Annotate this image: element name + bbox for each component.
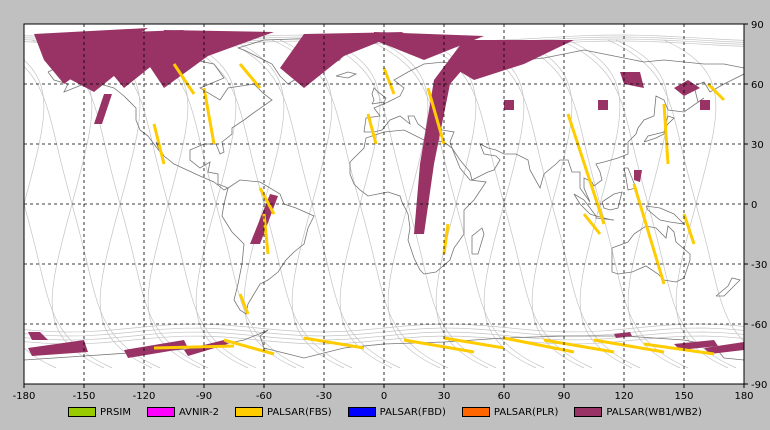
legend-label: AVNIR-2 (178, 406, 219, 418)
swath-fbs (706, 82, 726, 102)
coastline (47, 57, 273, 191)
swath-fbs (582, 213, 602, 235)
x-tick-label: 180 (734, 391, 753, 400)
legend-swatch (461, 407, 490, 417)
swath-fbs (503, 336, 575, 354)
swath-wb (280, 32, 404, 88)
swath-wb (598, 100, 608, 110)
coastline (601, 191, 623, 211)
swath-fbs (153, 344, 235, 350)
x-tick-label: 150 (674, 391, 693, 400)
graticule (24, 24, 744, 384)
swath-fbs (593, 338, 665, 354)
coastline (335, 71, 358, 79)
y-tick-label: 30 (751, 140, 764, 151)
legend-item: PALSAR(FBD) (347, 406, 446, 418)
orbit-track (24, 202, 113, 369)
swath-wb (504, 100, 514, 110)
swath-fbs (382, 67, 396, 95)
x-tick-label: -180 (13, 391, 36, 400)
swath-fbs (262, 213, 270, 255)
swath-wb (674, 80, 700, 96)
x-tick-label: 60 (498, 391, 511, 400)
swath-wb (94, 94, 112, 124)
y-tick-label: 0 (751, 200, 757, 211)
coastline (715, 277, 741, 297)
swath-fbs (543, 338, 615, 354)
swath-fbs (403, 338, 475, 354)
y-tick-label: 60 (751, 80, 764, 91)
swath-wb (700, 100, 710, 110)
swath-wb (614, 332, 632, 338)
swath-fbs (426, 87, 446, 145)
x-tick-label: -150 (73, 391, 96, 400)
coastline (645, 205, 686, 225)
legend-label: PALSAR(FBD) (379, 406, 446, 418)
legend-swatch (574, 407, 603, 417)
orbit-track (24, 323, 744, 333)
legend-item: PRSIM (68, 407, 131, 418)
orbit-track (24, 335, 744, 345)
swath-fbs (172, 63, 196, 95)
legend-label: PALSAR(PLR) (493, 406, 559, 418)
x-tick-label: 30 (438, 391, 451, 400)
swath-fbs (566, 113, 606, 225)
x-tick-label: -120 (133, 391, 156, 400)
swath-wb (704, 342, 744, 354)
axis-ticks: -180 -150 -120 -90 -60 -30 0 30 60 90 120 150 180 90 6… (13, 20, 768, 400)
x-tick-label: 120 (614, 391, 633, 400)
swath-fbs (223, 338, 275, 356)
legend-label: PALSAR(FBS) (266, 406, 332, 418)
swath-fbs (443, 336, 505, 350)
swath-fbs (662, 103, 670, 165)
coastline (595, 215, 615, 221)
swath-layer (28, 28, 744, 358)
legend-label: PRSIM (100, 406, 131, 418)
swath-fbs (632, 183, 666, 285)
x-tick-label: -90 (196, 391, 212, 400)
legend-label: PALSAR(WB1/WB2) (606, 406, 702, 418)
swath-wb (104, 32, 224, 88)
legend-item: PALSAR(PLR) (461, 406, 559, 418)
legend-swatch (146, 407, 175, 417)
legend-swatch (347, 407, 376, 417)
swath-fbs (303, 336, 365, 350)
x-tick-label: 0 (381, 391, 387, 400)
legend-swatch (68, 407, 97, 417)
swath-fbs (238, 63, 262, 89)
coastline (573, 193, 598, 217)
y-tick-label: 90 (751, 20, 764, 31)
legend: PRSIM AVNIR-2 PALSAR(FBS) PALSAR(FBD) PALSAR… (0, 398, 770, 426)
swath-wb (28, 332, 48, 340)
coastline (371, 87, 387, 105)
legend-item: PALSAR(FBS) (234, 406, 332, 418)
y-tick-label: -60 (751, 320, 767, 331)
coverage-map: -180 -150 -120 -90 -60 -30 0 30 60 90 120 150 180 90 6… (13, 20, 768, 400)
swath-wb (674, 340, 718, 350)
orbit-track (24, 59, 57, 369)
swath-wb (454, 40, 574, 80)
y-tick-label: -30 (751, 260, 767, 271)
swath-wb (374, 32, 484, 60)
y-tick-label: -90 (751, 380, 767, 391)
swath-fbs (258, 187, 276, 215)
x-tick-label: 90 (558, 391, 571, 400)
swath-fbs (238, 293, 250, 315)
legend-item: AVNIR-2 (146, 406, 219, 418)
x-tick-label: -30 (316, 391, 332, 400)
swath-fbs (442, 223, 450, 255)
legend-swatch (234, 407, 263, 417)
coastline (471, 227, 485, 255)
swath-fbs (643, 342, 715, 356)
swath-fbs (682, 213, 696, 245)
swath-wb (28, 340, 88, 356)
swath-wb (634, 170, 642, 182)
x-tick-label: -60 (256, 391, 272, 400)
swath-fbs (366, 113, 378, 145)
swath-wb (414, 40, 488, 234)
swath-fbs (202, 87, 216, 145)
coastline (643, 115, 675, 143)
legend-item: PALSAR(WB1/WB2) (574, 407, 702, 418)
